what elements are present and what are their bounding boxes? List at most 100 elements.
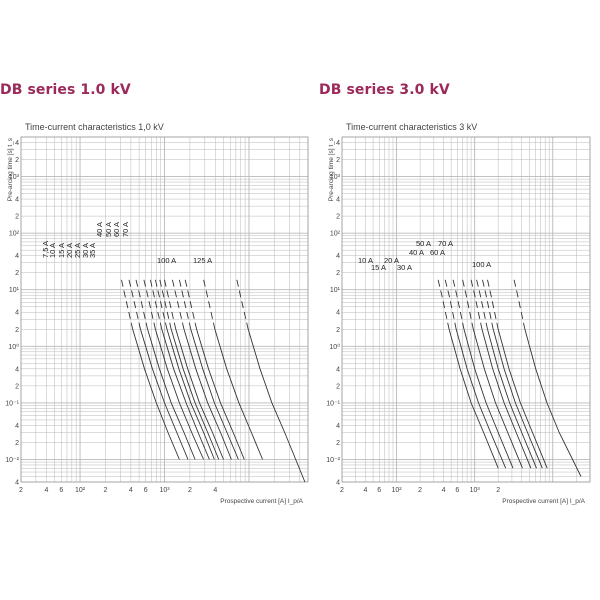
plot-frame (341, 136, 591, 483)
y-tick-label: 4 (336, 310, 340, 317)
series-40A: 40 A (95, 222, 224, 460)
curve-line (472, 329, 523, 469)
y-tick-label: 2 (15, 440, 19, 447)
chart-right: Time-current characteristics 3 kV2 4 6 10² 2… (326, 122, 591, 505)
chart-left: Time-current characteristics 1,0 kV2 4 6 10… (5, 122, 309, 505)
curve-dashed-segment (159, 279, 172, 330)
y-tick-label: 10⁰ (8, 343, 19, 351)
x-tick-label: 10² (392, 487, 403, 494)
x-tick-label: 4 (44, 487, 48, 494)
curve-dashed-segment (452, 279, 465, 330)
y-axis-label: Pre-arcing time [s] t_s (328, 137, 335, 201)
curve-dashed-segment (178, 279, 192, 330)
series-100A: 100 A (157, 256, 264, 460)
series-70A: 70 A (438, 239, 548, 469)
y-tick-label: 2 (15, 214, 19, 221)
y-tick-label: 4 (15, 480, 19, 487)
series-label: 20 A (65, 243, 74, 258)
curve-dashed-segment (121, 279, 134, 330)
curve-dashed-segment (487, 279, 499, 330)
y-tick-label: 4 (336, 423, 340, 430)
x-tick-label: 4 (213, 487, 217, 494)
series-label: 15 A (371, 263, 386, 272)
y-tick-label: 4 (336, 480, 340, 487)
x-axis-label: Prospective current [A] I_p/A (220, 498, 303, 505)
curve-dashed-segment (154, 279, 168, 330)
series-label: 30 A (397, 263, 412, 272)
curve-line (190, 329, 239, 460)
series-100A: 100 A (472, 260, 582, 477)
curve-dashed-segment (462, 279, 474, 330)
curves: 7,5 A10 A 15 A 20 A 25 A 30 A35 A 40 A 50 A 60 … (41, 222, 306, 483)
y-tick-label: 10⁻² (326, 457, 340, 464)
y-tick-label: 4 (15, 253, 19, 260)
x-axis-label: Prospective current [A] I_p/A (502, 498, 585, 505)
curve-line (161, 329, 210, 460)
curve-line (214, 329, 264, 460)
curve-line (183, 329, 232, 460)
series-label: 50 A (416, 239, 431, 248)
series-label: 50 A (104, 222, 113, 237)
x-tick-label: 6 (144, 487, 148, 494)
y-tick-label: 4 (15, 140, 19, 147)
y-tick-label: 10⁰ (329, 343, 340, 351)
x-tick-label: 2 (418, 487, 422, 494)
curve-line (140, 329, 189, 460)
series-label: 60 A (430, 248, 445, 257)
y-tick-label: 4 (336, 140, 340, 147)
series-label: 20 A (384, 256, 399, 265)
series-30A: 30 A (81, 243, 215, 460)
curve-line (455, 329, 507, 469)
y-tick-label: 10³ (9, 174, 20, 181)
series-label: 40 A (95, 222, 104, 237)
y-tick-label: 2 (15, 327, 19, 334)
y-tick-label: 10¹ (9, 287, 20, 294)
y-tick-label: 4 (15, 366, 19, 373)
series-70A: 70 A (121, 222, 245, 460)
chart-title: Time-current characteristics 3 kV (346, 122, 477, 132)
series-10A: 10 A (358, 256, 499, 469)
grid (341, 136, 591, 483)
curve-dashed-segment (128, 279, 141, 330)
y-tick-label: 2 (15, 157, 19, 164)
curve-dashed-segment (513, 279, 526, 330)
curve-dashed-segment (149, 279, 163, 330)
curve-line (175, 329, 224, 460)
curve-line (196, 329, 245, 460)
right-series-heading: DB series 3.0 kV (319, 82, 450, 98)
y-tick-label: 4 (15, 197, 19, 204)
series-25A: 25 A (73, 243, 210, 460)
series-35A: 35 A (88, 243, 220, 460)
curve-dashed-segment (184, 279, 198, 330)
y-tick-label: 2 (15, 383, 19, 390)
curve-line (132, 329, 180, 460)
curve-line (481, 329, 532, 469)
y-tick-label: 4 (15, 423, 19, 430)
x-tick-label: 2 (340, 487, 344, 494)
x-tick-label: 2 (19, 487, 23, 494)
curve-line (463, 329, 514, 469)
x-tick-label: 2 (188, 487, 192, 494)
x-tick-label: 10³ (159, 487, 170, 494)
series-30A: 30 A (397, 263, 523, 469)
y-tick-label: 10⁻¹ (5, 400, 19, 407)
y-tick-label: 2 (336, 327, 340, 334)
curve-dashed-segment (164, 279, 177, 330)
grid (20, 136, 309, 483)
curve-dashed-segment (143, 279, 156, 330)
series-label: 70 A (438, 239, 453, 248)
series-20A: 20 A (65, 243, 205, 460)
curve-line (524, 329, 582, 477)
series-label: 100 A (157, 256, 176, 265)
y-tick-label: 2 (336, 157, 340, 164)
series-15A: 15 A (371, 263, 507, 469)
x-tick-label: 2 (496, 487, 500, 494)
series-label: 60 A (112, 222, 121, 237)
curve-dashed-segment (482, 279, 494, 330)
x-tick-label: 10³ (470, 487, 481, 494)
curve-line (154, 329, 205, 460)
y-tick-label: 10² (9, 231, 20, 238)
chart-title: Time-current characteristics 1,0 kV (25, 122, 164, 132)
series-label: 40 A (409, 248, 424, 257)
